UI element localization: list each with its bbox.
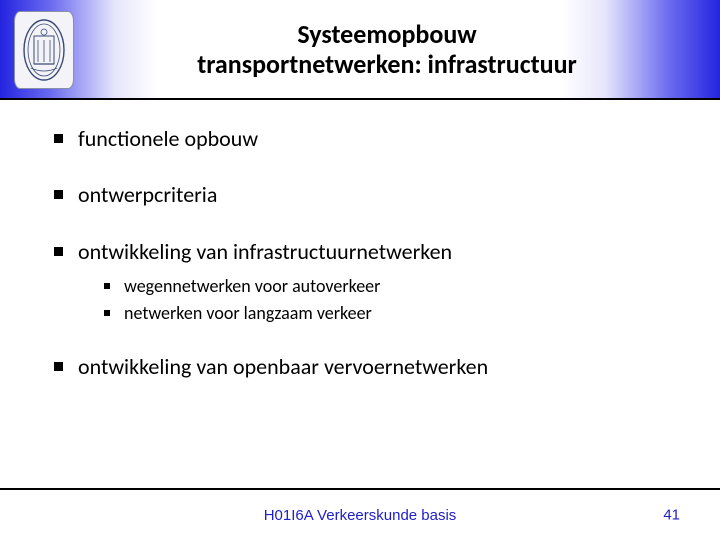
- bullet-item: functionele opbouw: [54, 126, 680, 152]
- title-line-2: transportnetwerken: infrastructuur: [197, 48, 577, 80]
- bullet-text: functionele opbouw: [78, 125, 258, 152]
- bullet-item: ontwikkeling van openbaar vervoernetwerk…: [54, 354, 680, 380]
- page-number: 41: [663, 507, 680, 524]
- bullet-item: ontwerpcriteria: [54, 182, 680, 208]
- bullet-text: ontwerpcriteria: [78, 181, 217, 208]
- university-logo: [14, 11, 74, 89]
- slide-title: Systeemopbouw transportnetwerken: infras…: [74, 20, 720, 80]
- slide-header: Systeemopbouw transportnetwerken: infras…: [0, 0, 720, 100]
- sub-bullet-item: wegennetwerken voor autoverkeer: [104, 275, 680, 298]
- sub-bullet-list: wegennetwerken voor autoverkeer netwerke…: [78, 275, 680, 324]
- footer-course-code: H01I6A Verkeerskunde basis: [264, 507, 457, 524]
- bullet-item: ontwikkeling van infrastructuurnetwerken…: [54, 239, 680, 324]
- slide-footer: H01I6A Verkeerskunde basis 41: [0, 488, 720, 540]
- sub-bullet-text: wegennetwerken voor autoverkeer: [124, 275, 380, 297]
- bullet-text: ontwikkeling van infrastructuurnetwerken: [78, 238, 452, 265]
- slide: Systeemopbouw transportnetwerken: infras…: [0, 0, 720, 540]
- sub-bullet-text: netwerken voor langzaam verkeer: [124, 302, 372, 324]
- header-divider: [0, 98, 720, 100]
- sub-bullet-item: netwerken voor langzaam verkeer: [104, 302, 680, 325]
- slide-body: functionele opbouw ontwerpcriteria ontwi…: [0, 100, 720, 488]
- bullet-text: ontwikkeling van openbaar vervoernetwerk…: [78, 353, 488, 380]
- bullet-list: functionele opbouw ontwerpcriteria ontwi…: [54, 126, 680, 381]
- title-line-1: Systeemopbouw: [297, 18, 476, 50]
- seal-icon: [21, 18, 67, 82]
